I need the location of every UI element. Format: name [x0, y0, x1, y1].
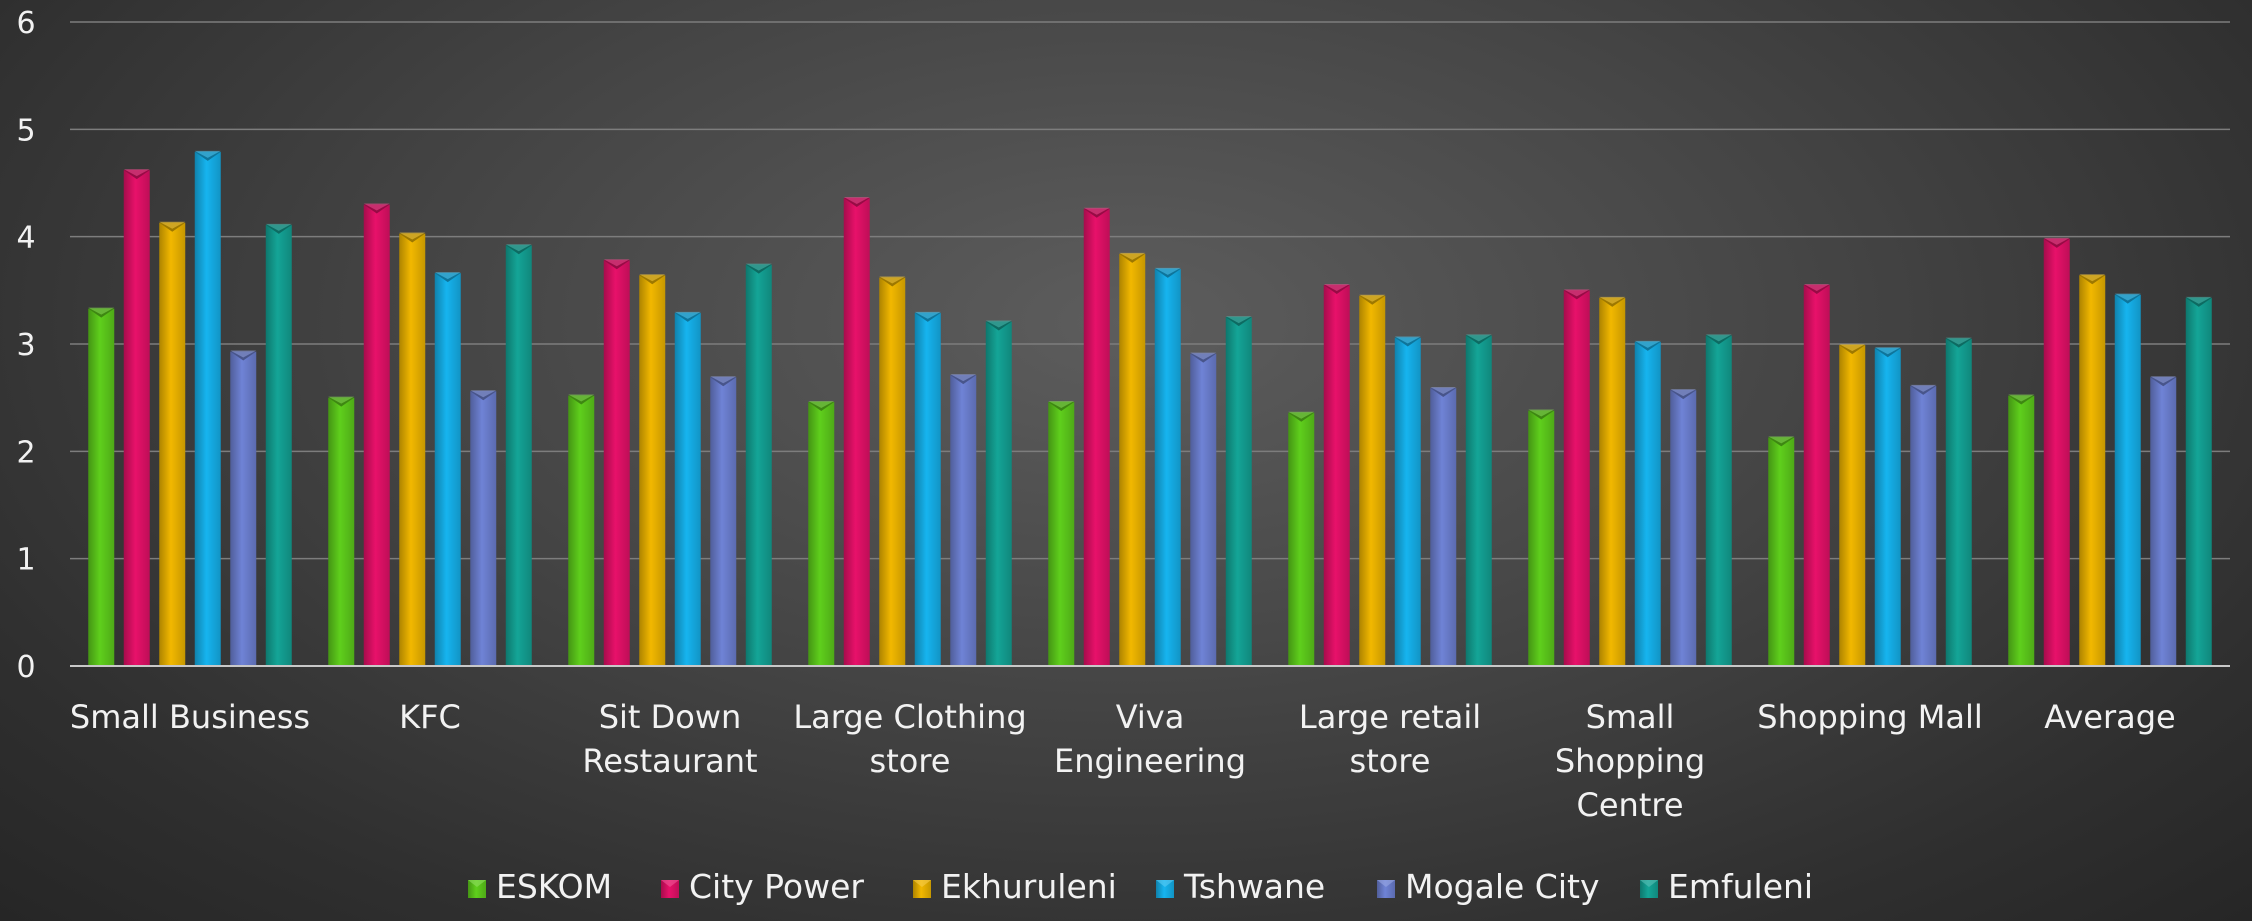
bar — [328, 396, 355, 666]
x-tick-label: Viva Engineering — [1054, 698, 1246, 780]
bar — [603, 259, 630, 666]
bar — [674, 311, 701, 666]
x-tick-label: KFC — [399, 698, 461, 736]
x-tick-label: Sit Down Restaurant — [582, 698, 757, 780]
legend-swatch — [1640, 880, 1658, 898]
legend-item: Mogale City — [1377, 867, 1599, 906]
bar — [2043, 237, 2070, 666]
bar — [399, 232, 426, 667]
y-tick-label: 3 — [16, 328, 35, 363]
bar — [1634, 340, 1661, 666]
bar — [639, 274, 666, 666]
x-tick-label: Shopping Mall — [1757, 698, 1982, 736]
bar — [505, 244, 532, 666]
bars — [88, 150, 2212, 667]
legend-label: ESKOM — [496, 867, 612, 906]
x-tick-label: Large Clothing store — [793, 698, 1026, 780]
bar — [1288, 411, 1315, 666]
bar — [470, 390, 497, 666]
legend-swatch — [1156, 880, 1174, 898]
bar — [1599, 296, 1626, 666]
bar — [1803, 283, 1830, 666]
bar — [1465, 334, 1492, 666]
bar — [1190, 352, 1217, 666]
bar — [568, 394, 595, 666]
bar — [2079, 274, 2106, 666]
bar — [1394, 336, 1421, 666]
legend-item: City Power — [661, 867, 864, 906]
bar — [363, 203, 390, 666]
bar — [123, 169, 150, 666]
bar — [1839, 344, 1866, 666]
legend-label: Emfuleni — [1668, 867, 1813, 906]
bar — [88, 307, 115, 666]
bar — [1563, 289, 1590, 666]
legend-item: Tshwane — [1156, 867, 1325, 906]
bar — [1528, 409, 1555, 666]
bar — [1225, 316, 1252, 666]
y-tick-label: 5 — [16, 113, 35, 148]
legend-item: ESKOM — [468, 867, 612, 906]
bar — [1874, 347, 1901, 666]
y-tick-label: 2 — [16, 435, 35, 470]
bar — [879, 276, 906, 666]
bar — [2008, 394, 2035, 666]
legend-label: City Power — [689, 867, 864, 906]
bar — [265, 223, 292, 667]
y-tick-label: 1 — [16, 543, 35, 578]
legend-swatch — [661, 880, 679, 898]
bar — [194, 150, 221, 666]
bar — [159, 221, 186, 667]
y-tick-label: 0 — [16, 650, 35, 685]
bar — [1430, 387, 1457, 666]
bar — [1768, 436, 1795, 666]
bar — [1705, 334, 1732, 666]
y-tick-label: 6 — [16, 6, 35, 41]
bar — [914, 311, 941, 666]
bar — [1119, 252, 1146, 666]
bar — [1048, 400, 1075, 666]
legend-item: Emfuleni — [1640, 867, 1813, 906]
bar — [230, 350, 257, 666]
x-tick-label: Small Shopping Centre — [1555, 698, 1705, 824]
x-tick-label: Large retail store — [1299, 698, 1481, 780]
bar — [843, 197, 870, 666]
legend: ESKOM City Power Ekhuruleni Tshwane Mogale C… — [468, 867, 1813, 906]
bar — [745, 263, 772, 666]
x-axis: Small Business KFC Sit Down Restaurant Large… — [70, 698, 2176, 824]
y-axis: 0 1 2 3 4 5 6 — [16, 6, 35, 685]
bar — [710, 376, 737, 666]
legend-label: Tshwane — [1183, 867, 1325, 906]
y-tick-label: 4 — [16, 221, 35, 256]
x-tick-label: Small Business — [70, 698, 310, 736]
bar — [2185, 296, 2212, 666]
legend-label: Ekhuruleni — [941, 867, 1117, 906]
gridlines — [70, 21, 2230, 560]
bar — [2150, 376, 2177, 666]
bar — [950, 374, 977, 666]
x-tick-label: Average — [2044, 698, 2175, 736]
legend-item: Ekhuruleni — [913, 867, 1117, 906]
bar — [1083, 207, 1110, 666]
legend-label: Mogale City — [1405, 867, 1599, 906]
bar — [434, 272, 461, 666]
legend-swatch — [913, 880, 931, 898]
bar — [2114, 293, 2141, 666]
bar — [1945, 337, 1972, 666]
bar — [1154, 267, 1181, 666]
bar — [1670, 389, 1697, 666]
bar — [1359, 294, 1386, 666]
bar — [1910, 384, 1937, 666]
legend-swatch — [1377, 880, 1395, 898]
bar — [1323, 283, 1350, 666]
legend-swatch — [468, 880, 486, 898]
bar — [985, 320, 1012, 666]
bar — [808, 400, 835, 666]
